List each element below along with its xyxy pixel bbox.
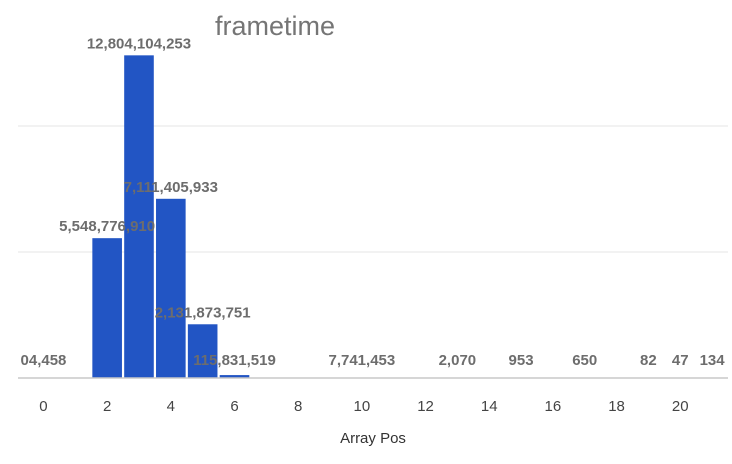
x-tick-6: 6 xyxy=(230,398,238,415)
data-label-4: 7,111,405,933 xyxy=(124,179,218,196)
x-tick-4: 4 xyxy=(167,398,175,415)
bar-2 xyxy=(92,238,122,378)
x-tick-20: 20 xyxy=(672,398,689,415)
data-label-15: 953 xyxy=(509,352,534,369)
data-label-19: 82 xyxy=(640,352,657,369)
x-tick-14: 14 xyxy=(481,398,498,415)
data-label-2: 5,548,776,910 xyxy=(59,218,155,235)
chart-title: frametime xyxy=(215,11,335,41)
bars xyxy=(92,55,250,378)
data-label-3: 12,804,104,253 xyxy=(87,35,191,52)
x-tick-8: 8 xyxy=(294,398,302,415)
x-tick-10: 10 xyxy=(354,398,371,415)
data-label-13: 2,070 xyxy=(439,352,477,369)
x-tick-2: 2 xyxy=(103,398,111,415)
data-label-10: 7,741,453 xyxy=(328,352,395,369)
data-label-6: 115,831,519 xyxy=(193,352,276,369)
x-axis-ticks: 0 2 4 6 8 10 12 14 16 18 20 xyxy=(39,398,688,415)
data-label-17: 650 xyxy=(572,352,597,369)
data-label-21: 134 xyxy=(700,352,726,369)
data-labels: 04,458 5,548,776,910 12,804,104,253 7,111,4… xyxy=(21,35,726,369)
x-tick-12: 12 xyxy=(417,398,434,415)
x-tick-16: 16 xyxy=(545,398,562,415)
x-tick-18: 18 xyxy=(608,398,625,415)
x-axis-title: Array Pos xyxy=(340,430,406,447)
bar-6 xyxy=(219,375,250,378)
bar-4 xyxy=(156,198,186,378)
x-tick-0: 0 xyxy=(39,398,47,415)
data-label-20: 47 xyxy=(672,352,689,369)
data-label-0: 04,458 xyxy=(21,352,67,369)
bar-3 xyxy=(124,55,154,378)
data-label-5: 2,131,873,751 xyxy=(155,304,251,321)
bar-5 xyxy=(187,324,218,378)
